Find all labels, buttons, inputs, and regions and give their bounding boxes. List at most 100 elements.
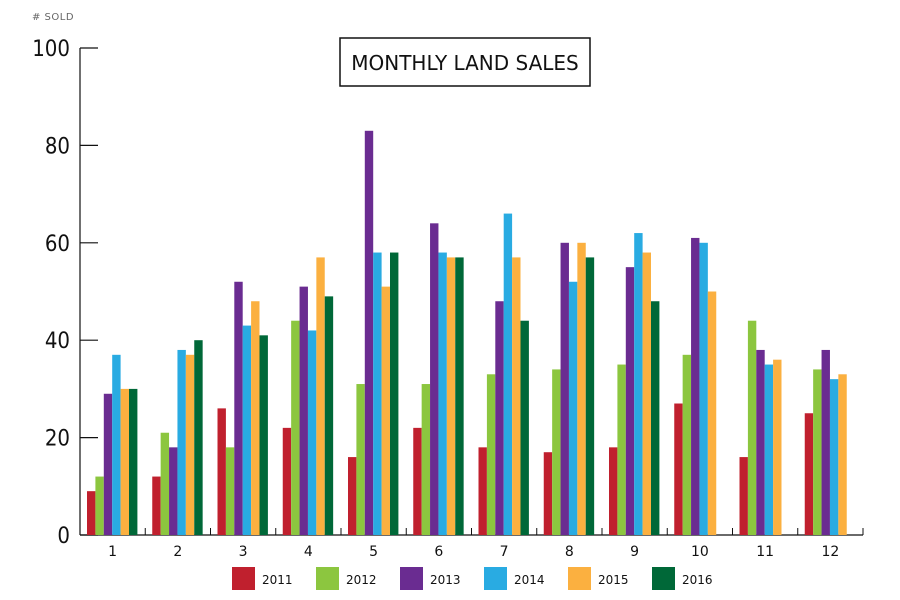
- bar-2014-1: [112, 354, 121, 535]
- bar-2013-4: [299, 286, 308, 535]
- bar-2013-10: [691, 237, 700, 535]
- bar-2014-9: [634, 233, 643, 535]
- legend-swatch-2016: [652, 567, 675, 590]
- bar-2013-11: [756, 349, 765, 535]
- legend-label-2015: 2015: [598, 573, 629, 587]
- y-tick-label: 80: [45, 134, 70, 159]
- bar-2011-3: [217, 408, 226, 535]
- bar-2012-5: [356, 384, 365, 535]
- bar-2012-7: [486, 374, 496, 535]
- bar-2015-3: [251, 301, 260, 535]
- bar-2011-8: [543, 452, 553, 535]
- legend-swatch-2013: [400, 567, 423, 590]
- chart-title: MONTHLY LAND SALES: [351, 51, 579, 75]
- bar-2013-6: [430, 223, 439, 535]
- y-axis-label: # SOLD: [32, 12, 74, 23]
- y-axis: 0 20 40 60 80 100: [32, 37, 98, 549]
- bar-2011-1: [87, 491, 96, 535]
- legend-label-2013: 2013: [430, 573, 461, 587]
- bar-2015-6: [446, 257, 456, 535]
- bar-2013-1: [103, 393, 113, 535]
- bar-2014-2: [177, 349, 186, 535]
- bar-2013-5: [364, 130, 374, 536]
- x-tick-label: 4: [304, 544, 313, 560]
- bar-2012-1: [95, 476, 104, 535]
- bar-2015-8: [577, 242, 586, 536]
- legend-swatch-2012: [316, 567, 339, 590]
- y-tick-label: 20: [45, 427, 70, 452]
- y-tick-label: 60: [45, 232, 70, 257]
- bar-2012-2: [160, 432, 170, 535]
- bar-2015-12: [838, 374, 847, 535]
- bar-2015-4: [316, 257, 325, 535]
- bar-2014-3: [242, 325, 252, 535]
- bar-2016-9: [651, 301, 660, 535]
- y-tick-label: 40: [45, 329, 70, 354]
- bar-2014-6: [438, 252, 447, 536]
- bar-2011-11: [739, 457, 748, 535]
- bars: [87, 130, 847, 536]
- bar-2011-10: [674, 403, 683, 535]
- bar-2011-6: [413, 427, 422, 535]
- bar-2011-12: [804, 413, 814, 535]
- bar-2015-5: [381, 286, 390, 535]
- bar-2014-10: [699, 242, 708, 536]
- bar-2013-3: [234, 281, 243, 535]
- legend-label-2016: 2016: [682, 573, 713, 587]
- x-tick-label: 6: [434, 544, 443, 560]
- bar-2012-12: [813, 369, 822, 535]
- bar-2015-7: [512, 257, 521, 535]
- x-tick-label: 3: [239, 544, 248, 560]
- bar-2014-11: [764, 364, 774, 535]
- bar-2011-2: [152, 476, 161, 535]
- bar-2016-3: [259, 335, 268, 535]
- bar-2012-9: [617, 364, 626, 535]
- bar-2015-10: [707, 291, 717, 535]
- x-tick-label: 7: [500, 544, 509, 560]
- bar-2012-10: [682, 354, 692, 535]
- x-tick-label: 2: [173, 544, 182, 560]
- bar-2011-9: [609, 447, 618, 535]
- legend-label-2011: 2011: [262, 573, 293, 587]
- bar-2013-12: [821, 349, 830, 535]
- x-tick-label: 5: [369, 544, 378, 560]
- bar-2014-5: [373, 252, 382, 536]
- bar-2016-1: [129, 388, 138, 535]
- bar-2012-4: [291, 320, 300, 535]
- bar-2016-6: [455, 257, 464, 535]
- title-border: [339, 37, 591, 87]
- bar-2012-11: [747, 320, 757, 535]
- bar-2016-4: [324, 296, 334, 535]
- x-tick-label: 8: [565, 544, 574, 560]
- bar-2016-8: [585, 257, 595, 535]
- chart-title-box: MONTHLY LAND SALES: [339, 37, 591, 87]
- bar-2012-3: [225, 447, 235, 535]
- x-tick-label: 11: [756, 544, 774, 560]
- legend-swatch-2015: [568, 567, 591, 590]
- y-tick-label: 0: [57, 524, 70, 549]
- bar-2011-5: [348, 457, 357, 535]
- x-tick-label: 9: [630, 544, 639, 560]
- bar-2013-7: [495, 301, 504, 535]
- bar-2016-7: [520, 320, 529, 535]
- legend-swatch-2011: [232, 567, 255, 590]
- bar-2013-2: [169, 447, 178, 535]
- bar-2013-9: [625, 267, 635, 535]
- legend: 2011 2012 2013 2014 2015 2016: [232, 567, 713, 590]
- bar-2011-4: [282, 427, 292, 535]
- bar-2012-8: [552, 369, 561, 535]
- bar-2015-11: [773, 359, 782, 535]
- legend-label-2012: 2012: [346, 573, 377, 587]
- bar-2016-5: [390, 252, 399, 536]
- legend-swatch-2014: [484, 567, 507, 590]
- bar-2015-1: [120, 388, 129, 535]
- x-tick-label: 10: [691, 544, 709, 560]
- bar-2015-2: [185, 354, 195, 535]
- bar-2014-4: [307, 330, 317, 535]
- x-tick-label: 1: [108, 544, 117, 560]
- legend-label-2014: 2014: [514, 573, 545, 587]
- y-tick-label: 100: [32, 37, 70, 62]
- bar-2015-9: [642, 252, 651, 536]
- bar-2012-6: [421, 384, 431, 535]
